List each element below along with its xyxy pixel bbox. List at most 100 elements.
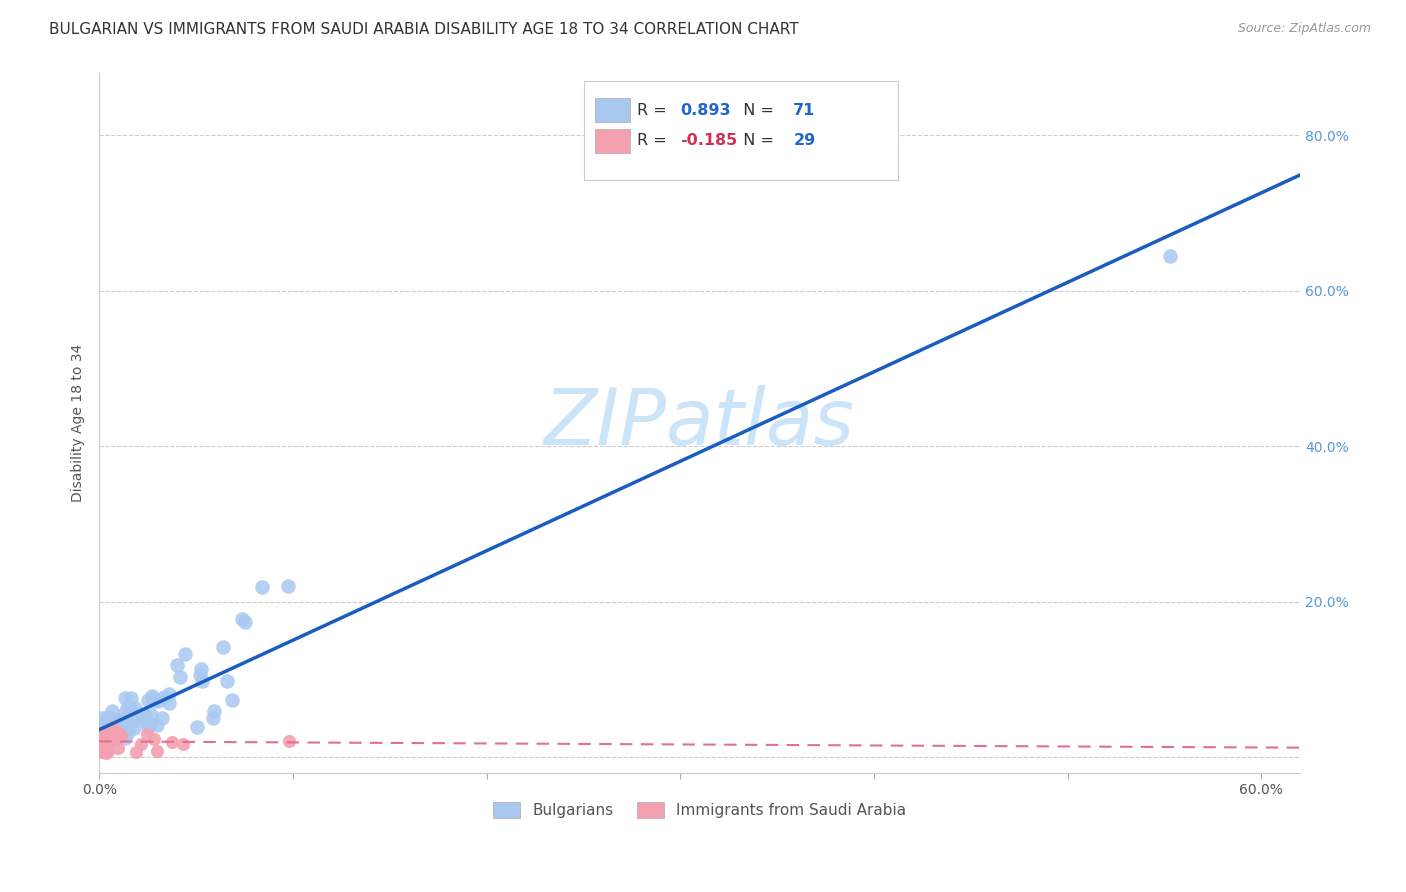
Point bbox=[101, 720, 124, 734]
Point bbox=[136, 727, 159, 741]
Point bbox=[97, 709, 120, 723]
FancyBboxPatch shape bbox=[585, 81, 898, 180]
Text: N =: N = bbox=[734, 103, 779, 118]
Point bbox=[202, 710, 225, 724]
Point bbox=[91, 717, 114, 731]
Point bbox=[114, 731, 136, 746]
Point bbox=[120, 703, 142, 717]
Point bbox=[103, 728, 125, 742]
Point bbox=[215, 673, 238, 688]
FancyBboxPatch shape bbox=[595, 129, 630, 153]
Point bbox=[117, 724, 139, 739]
Point bbox=[142, 693, 165, 707]
Point bbox=[104, 731, 127, 745]
Point bbox=[118, 701, 141, 715]
Point bbox=[111, 708, 134, 723]
Point bbox=[122, 714, 145, 729]
Point bbox=[97, 712, 120, 726]
Point bbox=[166, 658, 188, 673]
Point bbox=[146, 744, 169, 758]
Point bbox=[96, 736, 118, 750]
Point bbox=[90, 736, 112, 750]
Point bbox=[221, 693, 243, 707]
Point bbox=[190, 662, 212, 676]
Point bbox=[107, 741, 129, 756]
Point bbox=[90, 746, 112, 760]
Point bbox=[98, 735, 121, 749]
Point bbox=[125, 745, 148, 759]
Point bbox=[107, 713, 129, 727]
Point bbox=[121, 710, 143, 724]
Point bbox=[94, 738, 117, 752]
Point bbox=[115, 714, 138, 729]
Point bbox=[1159, 249, 1181, 263]
Point bbox=[157, 696, 180, 710]
Point bbox=[91, 711, 114, 725]
Point bbox=[148, 694, 170, 708]
Point bbox=[145, 718, 167, 732]
Point bbox=[97, 744, 120, 758]
Point bbox=[91, 725, 114, 739]
Point bbox=[141, 708, 163, 723]
Point bbox=[107, 723, 129, 737]
Point bbox=[104, 724, 127, 739]
Point bbox=[91, 735, 114, 749]
Point bbox=[101, 704, 124, 718]
Point bbox=[101, 728, 124, 742]
Point bbox=[136, 720, 159, 734]
Point bbox=[139, 717, 162, 731]
Point bbox=[143, 731, 166, 746]
Point bbox=[114, 723, 136, 737]
Point bbox=[174, 647, 197, 661]
Point bbox=[277, 579, 299, 593]
Text: 71: 71 bbox=[793, 103, 815, 118]
Point bbox=[157, 687, 180, 701]
Point bbox=[250, 580, 273, 594]
Text: BULGARIAN VS IMMIGRANTS FROM SAUDI ARABIA DISABILITY AGE 18 TO 34 CORRELATION CH: BULGARIAN VS IMMIGRANTS FROM SAUDI ARABI… bbox=[49, 22, 799, 37]
Text: R =: R = bbox=[637, 103, 672, 118]
Y-axis label: Disability Age 18 to 34: Disability Age 18 to 34 bbox=[72, 343, 86, 502]
Point bbox=[136, 693, 159, 707]
Point bbox=[135, 714, 157, 729]
Text: ZIPatlas: ZIPatlas bbox=[544, 384, 855, 461]
Point bbox=[120, 690, 142, 705]
Point bbox=[152, 690, 174, 704]
Point bbox=[110, 729, 132, 743]
Point bbox=[122, 721, 145, 735]
Point bbox=[111, 715, 134, 730]
Point bbox=[120, 705, 142, 719]
Point bbox=[169, 670, 191, 684]
Point bbox=[160, 735, 183, 749]
Point bbox=[142, 690, 165, 705]
Text: N =: N = bbox=[734, 134, 779, 148]
Point bbox=[134, 709, 156, 723]
Legend: Bulgarians, Immigrants from Saudi Arabia: Bulgarians, Immigrants from Saudi Arabia bbox=[486, 797, 912, 824]
Point bbox=[94, 729, 117, 743]
Text: Source: ZipAtlas.com: Source: ZipAtlas.com bbox=[1237, 22, 1371, 36]
Text: R =: R = bbox=[637, 134, 672, 148]
Point bbox=[108, 727, 131, 741]
Point bbox=[93, 734, 115, 748]
Point bbox=[186, 720, 208, 734]
Point bbox=[97, 736, 120, 750]
Point bbox=[97, 709, 120, 723]
Point bbox=[231, 612, 253, 626]
Point bbox=[98, 729, 121, 743]
Point bbox=[108, 728, 131, 742]
Point bbox=[91, 722, 114, 736]
Point bbox=[124, 701, 146, 715]
Point bbox=[118, 711, 141, 725]
Point bbox=[111, 719, 134, 733]
Point bbox=[111, 727, 134, 741]
Point bbox=[150, 710, 173, 724]
Point bbox=[211, 640, 233, 654]
Point bbox=[90, 742, 112, 756]
Point bbox=[172, 737, 194, 751]
Point bbox=[114, 691, 136, 706]
Point bbox=[105, 724, 128, 739]
Point bbox=[90, 732, 112, 747]
Point bbox=[93, 732, 115, 747]
FancyBboxPatch shape bbox=[595, 98, 630, 122]
Text: 0.893: 0.893 bbox=[681, 103, 731, 118]
Point bbox=[132, 708, 155, 723]
